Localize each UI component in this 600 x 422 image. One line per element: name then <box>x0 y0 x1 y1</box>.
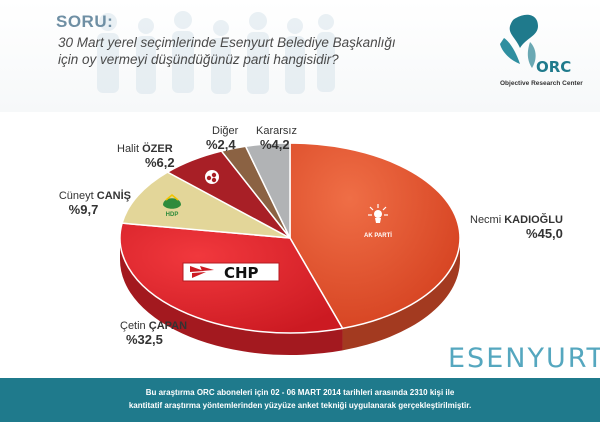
pie-chart: AK PARTİ CHP HDP <box>119 142 461 355</box>
survey-question: 30 Mart yerel seçimlerinde Esenyurt Bele… <box>58 34 428 68</box>
pie-slice-cani- <box>121 171 291 239</box>
diger-percent: %2,4 <box>206 137 236 152</box>
pie-side--apan <box>120 238 343 355</box>
question-line-2: için oy vermeyi düşündüğünüz parti hangi… <box>58 52 339 67</box>
kararsiz-name: Kararsız <box>256 125 297 137</box>
orc-logo-caption: Objective Research Center <box>500 80 583 87</box>
necmi-first-name: Necmi <box>470 214 502 226</box>
halit-first-name: Halit <box>117 143 140 155</box>
hdp-party-mark: HDP <box>163 194 181 218</box>
chp-mark-text: CHP <box>224 264 259 282</box>
hdp-mark-text: HDP <box>166 212 179 218</box>
footer-band: Bu araştırma ORC aboneleri için 02 - 06 … <box>0 378 600 422</box>
header-band: SORU: 30 Mart yerel seçimlerinde Esenyur… <box>0 0 600 112</box>
akp-mark-text: AK PARTİ <box>364 232 392 239</box>
akp-party-mark: AK PARTİ <box>364 204 392 239</box>
footer-line-2: kantitatif araştırma yöntemlerinden yüzy… <box>128 401 472 410</box>
label-kararsiz: Kararsız %4,2 <box>256 125 297 151</box>
necmi-percent: %45,0 <box>526 226 563 241</box>
pie-3d-sides <box>120 238 460 355</box>
orc-logo: ORC <box>486 8 596 96</box>
cetin-last-name: ÇAPAN <box>148 320 188 332</box>
question-line-1: 30 Mart yerel seçimlerinde Esenyurt Bele… <box>58 35 396 50</box>
soru-label: SORU: <box>56 12 114 31</box>
cetin-percent: %32,5 <box>126 332 163 347</box>
halit-percent: %6,2 <box>145 155 175 170</box>
orc-logo-text: ORC <box>536 58 571 76</box>
kararsiz-percent: %4,2 <box>260 137 290 152</box>
diger-name: Diğer <box>212 125 239 137</box>
label-cetin: Çetin ÇAPAN %32,5 <box>120 320 187 346</box>
label-cuneyt: Cüneyt CANİŞ %9,7 <box>36 190 131 216</box>
pie-3d-tops <box>119 142 461 334</box>
label-halit: Halit ÖZER %6,2 <box>117 143 175 169</box>
cetin-first-name: Çetin <box>120 320 146 332</box>
pie-side-kadio-lu <box>342 238 460 351</box>
pie-slice-kadio-lu <box>289 142 461 330</box>
cuneyt-last-name: CANİŞ <box>96 190 131 202</box>
halit-last-name: ÖZER <box>142 143 173 155</box>
footer-line-1: Bu araştırma ORC aboneleri için 02 - 06 … <box>145 388 455 397</box>
mhp-party-mark <box>205 170 219 184</box>
people-silhouettes-decoration <box>97 11 335 94</box>
pie-slice-karars-z <box>244 142 291 239</box>
label-diger: Diğer %2,4 <box>206 125 238 151</box>
chp-party-mark: CHP <box>182 262 280 282</box>
esenyurt-brand: ESENYURT <box>448 343 600 374</box>
cuneyt-percent: %9,7 <box>68 202 99 217</box>
label-necmi: Necmi KADIOĞLU %45,0 <box>470 214 563 240</box>
necmi-last-name: KADIOĞLU <box>504 214 563 226</box>
orc-logo-mark: ORC <box>500 14 571 76</box>
cuneyt-first-name: Cüneyt <box>58 190 94 202</box>
